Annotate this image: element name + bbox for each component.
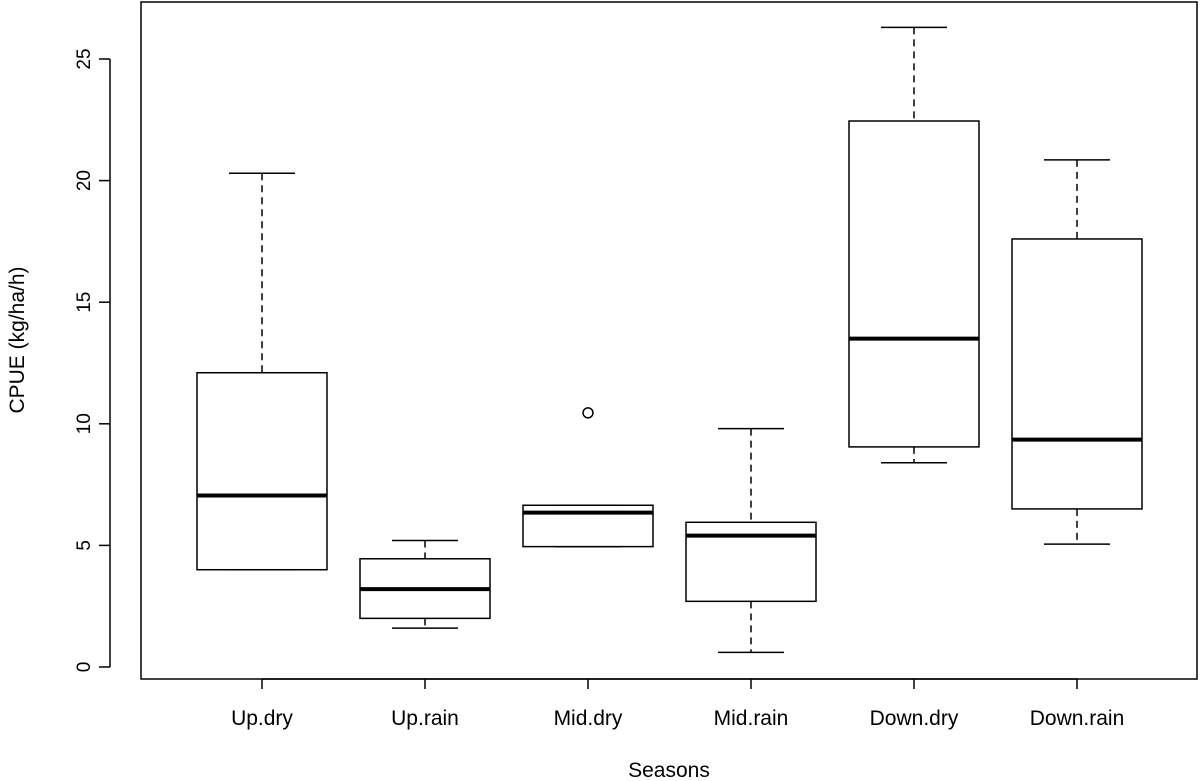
box-mid-dry: [522, 407, 654, 548]
y-tick-label: 20: [74, 170, 95, 191]
box-iqr: [848, 120, 980, 448]
y-tick-label: 25: [74, 48, 95, 69]
x-tick-label: Mid.rain: [714, 707, 789, 730]
y-tick-label: 5: [74, 540, 95, 551]
x-axis: Up.dry Up.rain Mid.dry Mid.rain Down.dry Down…: [231, 678, 1125, 730]
outlier-point: [582, 407, 594, 419]
y-tick-label: 15: [74, 292, 95, 313]
box-down-dry: [848, 26, 980, 464]
x-tick-label: Up.rain: [391, 707, 459, 730]
y-axis: 0 5 10 15 20 25: [74, 48, 111, 673]
box-mid-rain: [685, 427, 817, 654]
box-iqr: [1011, 238, 1143, 510]
y-tick-label: 0: [74, 662, 95, 673]
y-tick-label: 10: [74, 413, 95, 434]
box-iqr: [196, 371, 328, 571]
box-series: [196, 26, 1143, 654]
x-tick-label: Up.dry: [231, 707, 293, 730]
x-tick-label: Down.rain: [1030, 707, 1125, 730]
box-up-rain: [359, 539, 491, 629]
box-down-rain: [1011, 159, 1143, 545]
x-tick-label: Mid.dry: [554, 707, 623, 730]
x-tick-label: Down.dry: [870, 707, 959, 730]
box-up-dry: [196, 172, 328, 571]
y-axis-title: CPUE (kg/ha/h): [6, 266, 29, 413]
x-axis-title: Seasons: [628, 759, 710, 781]
